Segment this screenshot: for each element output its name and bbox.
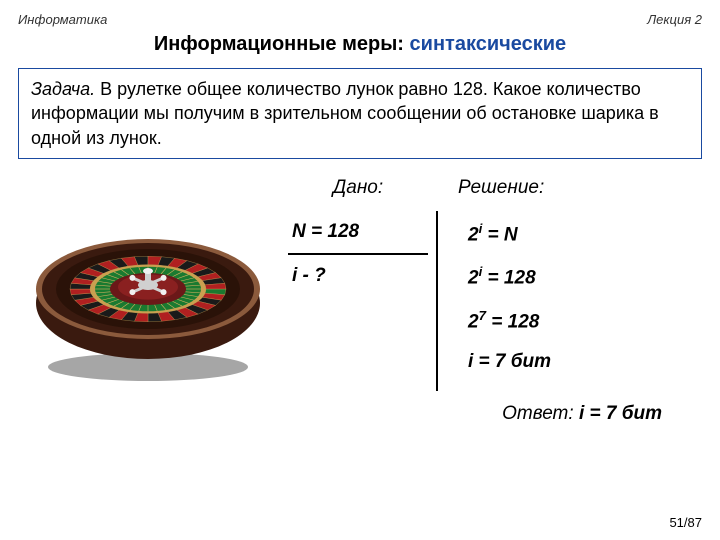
roulette-image <box>18 177 278 387</box>
page-title: Информационные меры: синтаксические <box>18 33 702 56</box>
given-column: N = 128 i - ? <box>288 211 438 391</box>
given-n: N = 128 <box>288 211 428 255</box>
solution-header: Решение: <box>428 177 702 199</box>
page-number: 51/87 <box>669 515 702 530</box>
step-2: 2i = 128 <box>468 264 702 289</box>
steps-column: 2i = N 2i = 128 27 = 128 i = 7 бит <box>438 211 702 391</box>
answer-value: i = 7 бит <box>579 403 662 424</box>
step-1: 2i = N <box>468 221 702 246</box>
answer-label: Ответ: <box>502 403 579 424</box>
problem-label: Задача. <box>31 79 95 99</box>
problem-box: Задача. В рулетке общее количество лунок… <box>18 68 702 159</box>
answer-line: Ответ: i = 7 бит <box>288 403 702 425</box>
solution-block: Дано: Решение: N = 128 i - ? 2i = N 2i =… <box>278 177 702 425</box>
header-right: Лекция 2 <box>647 12 702 27</box>
step-4: i = 7 бит <box>468 351 702 373</box>
title-accent: синтаксические <box>410 33 567 55</box>
title-main: Информационные меры: <box>154 33 410 55</box>
problem-text: В рулетке общее количество лунок равно 1… <box>31 79 659 148</box>
step-3: 27 = 128 <box>468 308 702 333</box>
header-left: Информатика <box>18 12 107 27</box>
given-i: i - ? <box>288 255 428 297</box>
given-header: Дано: <box>288 177 428 199</box>
